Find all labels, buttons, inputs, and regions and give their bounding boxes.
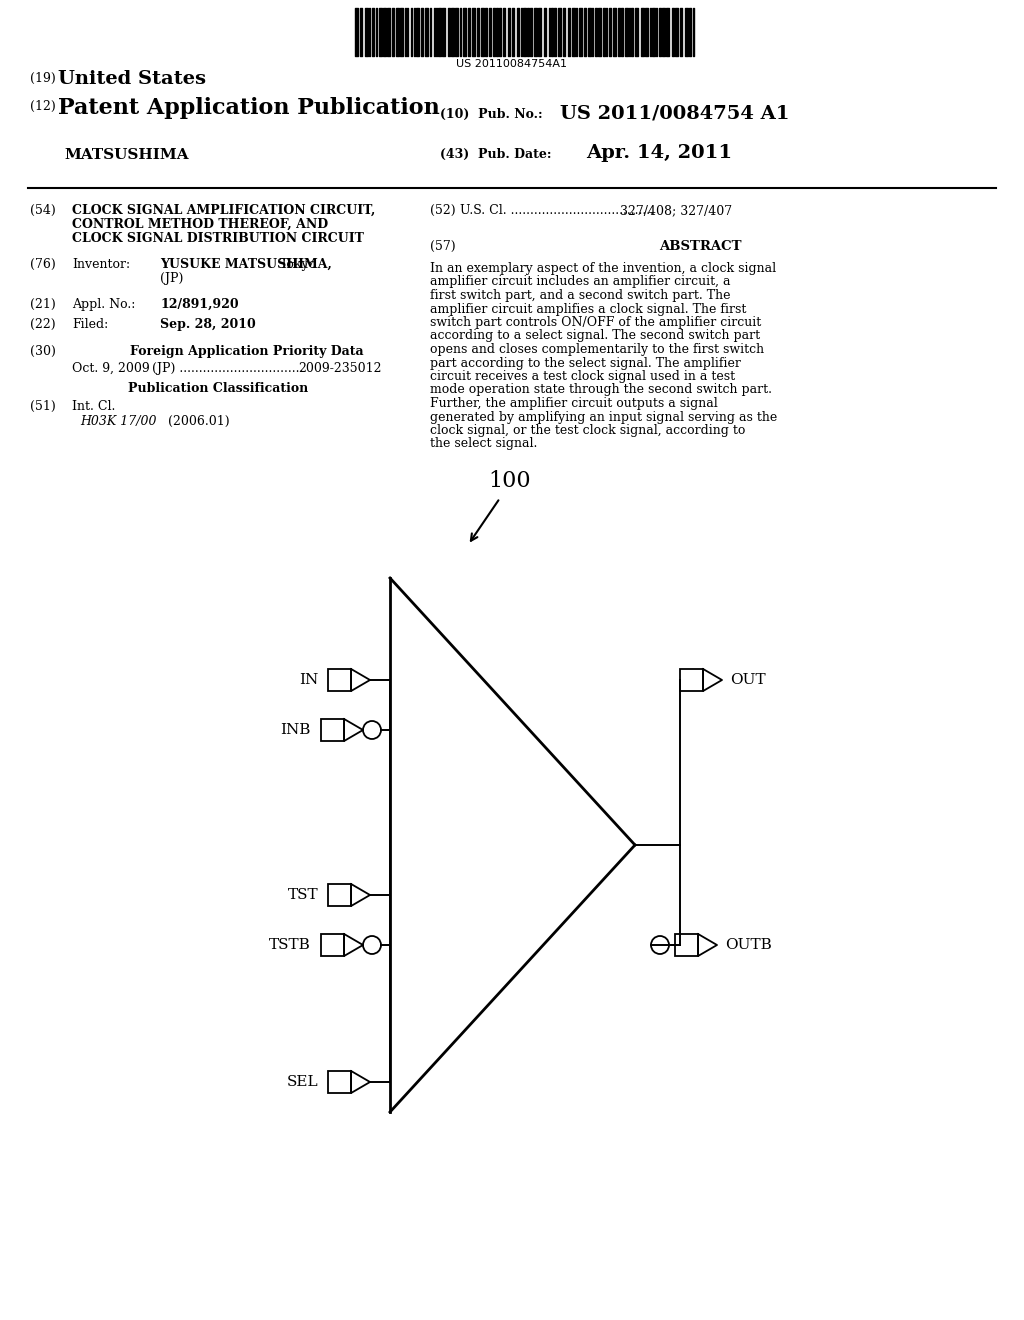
Text: Further, the amplifier circuit outputs a signal: Further, the amplifier circuit outputs a…: [430, 397, 718, 411]
Text: U.S. Cl. .....................................: U.S. Cl. ...............................…: [460, 205, 654, 216]
Text: CLOCK SIGNAL DISTRIBUTION CIRCUIT: CLOCK SIGNAL DISTRIBUTION CIRCUIT: [72, 232, 364, 246]
Text: part according to the select signal. The amplifier: part according to the select signal. The…: [430, 356, 741, 370]
Text: CONTROL METHOD THEREOF, AND: CONTROL METHOD THEREOF, AND: [72, 218, 328, 231]
Bar: [680, 669, 703, 690]
Text: United States: United States: [58, 70, 206, 88]
Text: ABSTRACT: ABSTRACT: [658, 240, 741, 253]
Text: 12/891,920: 12/891,920: [160, 298, 239, 312]
Text: (21): (21): [30, 298, 55, 312]
Text: amplifier circuit amplifies a clock signal. The first: amplifier circuit amplifies a clock sign…: [430, 302, 746, 315]
Text: circuit receives a test clock signal used in a test: circuit receives a test clock signal use…: [430, 370, 735, 383]
Text: Apr. 14, 2011: Apr. 14, 2011: [586, 144, 732, 162]
Text: Appl. No.:: Appl. No.:: [72, 298, 135, 312]
Text: 100: 100: [488, 470, 531, 492]
Text: MATSUSHIMA: MATSUSHIMA: [63, 148, 188, 162]
Text: (10)  Pub. No.:: (10) Pub. No.:: [440, 108, 543, 121]
Text: (76): (76): [30, 257, 55, 271]
Text: (19): (19): [30, 73, 55, 84]
Text: (57): (57): [430, 240, 456, 253]
Text: the select signal.: the select signal.: [430, 437, 538, 450]
Text: In an exemplary aspect of the invention, a clock signal: In an exemplary aspect of the invention,…: [430, 261, 776, 275]
Text: Oct. 9, 2009: Oct. 9, 2009: [72, 362, 150, 375]
Text: clock signal, or the test clock signal, according to: clock signal, or the test clock signal, …: [430, 424, 745, 437]
Text: 327/408; 327/407: 327/408; 327/407: [620, 205, 732, 216]
Text: amplifier circuit includes an amplifier circuit, a: amplifier circuit includes an amplifier …: [430, 276, 730, 289]
Bar: [675, 935, 698, 956]
Text: (12): (12): [30, 100, 55, 114]
Text: Foreign Application Priority Data: Foreign Application Priority Data: [130, 345, 364, 358]
Text: switch part controls ON/OFF of the amplifier circuit: switch part controls ON/OFF of the ampli…: [430, 315, 761, 329]
Text: IN: IN: [299, 673, 318, 686]
Text: H03K 17/00: H03K 17/00: [80, 414, 157, 428]
Text: Tokyo: Tokyo: [280, 257, 317, 271]
Text: OUTB: OUTB: [725, 939, 772, 952]
Bar: [321, 719, 344, 741]
Text: Inventor:: Inventor:: [72, 257, 130, 271]
Bar: [321, 935, 344, 956]
Text: (22): (22): [30, 318, 55, 331]
Text: TSTB: TSTB: [269, 939, 311, 952]
Text: (JP): (JP): [160, 272, 183, 285]
Text: (54): (54): [30, 205, 55, 216]
Text: TST: TST: [288, 888, 318, 902]
Text: mode operation state through the second switch part.: mode operation state through the second …: [430, 384, 772, 396]
Text: (30): (30): [30, 345, 56, 358]
Text: Sep. 28, 2010: Sep. 28, 2010: [160, 318, 256, 331]
Text: (2006.01): (2006.01): [168, 414, 229, 428]
Bar: [328, 1071, 351, 1093]
Text: 2009-235012: 2009-235012: [298, 362, 382, 375]
Text: (51): (51): [30, 400, 55, 413]
Text: US 20110084754A1: US 20110084754A1: [457, 59, 567, 69]
Text: first switch part, and a second switch part. The: first switch part, and a second switch p…: [430, 289, 730, 302]
Text: US 2011/0084754 A1: US 2011/0084754 A1: [560, 104, 790, 121]
Bar: [328, 669, 351, 690]
Text: Int. Cl.: Int. Cl.: [72, 400, 116, 413]
Text: Patent Application Publication: Patent Application Publication: [58, 96, 439, 119]
Text: CLOCK SIGNAL AMPLIFICATION CIRCUIT,: CLOCK SIGNAL AMPLIFICATION CIRCUIT,: [72, 205, 376, 216]
Text: SEL: SEL: [287, 1074, 318, 1089]
Text: Filed:: Filed:: [72, 318, 109, 331]
Text: Publication Classification: Publication Classification: [128, 381, 308, 395]
Text: opens and closes complementarily to the first switch: opens and closes complementarily to the …: [430, 343, 764, 356]
Text: (43)  Pub. Date:: (43) Pub. Date:: [440, 148, 552, 161]
Text: generated by amplifying an input signal serving as the: generated by amplifying an input signal …: [430, 411, 777, 424]
Text: INB: INB: [281, 723, 311, 737]
Text: according to a select signal. The second switch part: according to a select signal. The second…: [430, 330, 760, 342]
Text: OUT: OUT: [730, 673, 766, 686]
Text: (JP) ................................: (JP) ................................: [152, 362, 303, 375]
Text: YUSUKE MATSUSHIMA,: YUSUKE MATSUSHIMA,: [160, 257, 332, 271]
Text: (52): (52): [430, 205, 456, 216]
Bar: [328, 884, 351, 906]
